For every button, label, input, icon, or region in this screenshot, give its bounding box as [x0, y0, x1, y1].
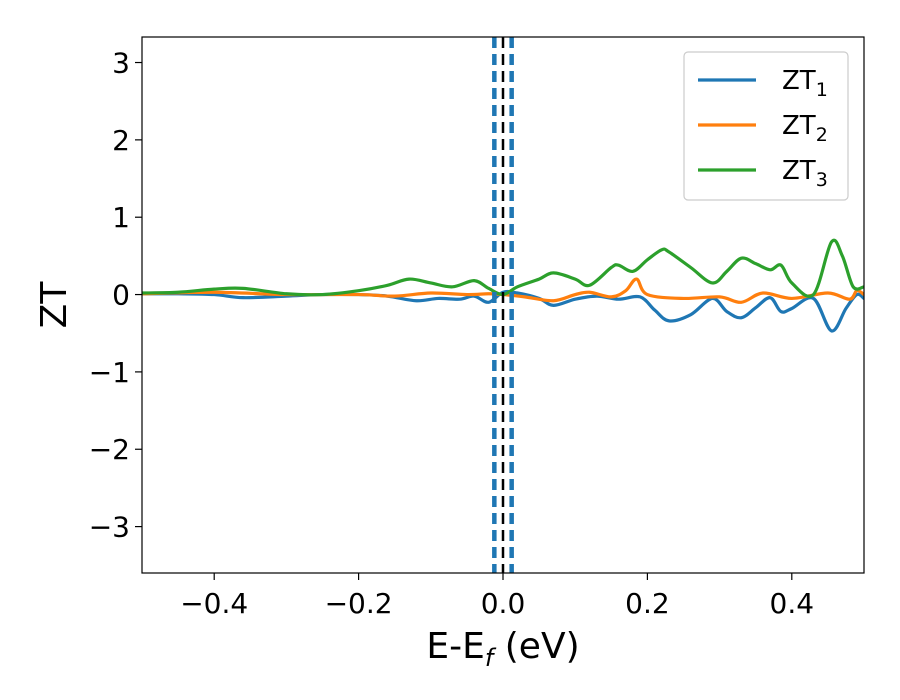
series-line-zt2: [142, 277, 864, 304]
y-tick-label: −1: [89, 356, 130, 389]
x-axis-label: E-Ef (eV): [426, 626, 579, 672]
y-axis-ticks: −3 −2 −1 0 1 2 3: [89, 47, 142, 544]
x-tick-label: −0.4: [180, 587, 248, 620]
legend-label-zt2: ZT2: [782, 111, 828, 146]
x-tick-label: −0.2: [325, 587, 393, 620]
y-tick-label: −3: [89, 511, 130, 544]
y-tick-label: 1: [112, 201, 130, 234]
legend-label-zt1: ZT1: [782, 66, 828, 101]
y-tick-label: 0: [112, 279, 130, 312]
y-axis-label: ZT: [34, 281, 75, 329]
y-tick-label: 3: [112, 47, 130, 80]
y-tick-label: 2: [112, 124, 130, 157]
series-group: [142, 238, 864, 333]
vertical-reference-lines: [492, 37, 514, 573]
x-tick-label: 0.2: [625, 587, 670, 620]
series-line-zt3: [142, 238, 864, 298]
legend-label-zt3: ZT3: [782, 156, 828, 191]
y-tick-label: −2: [89, 433, 130, 466]
x-tick-label: 0.4: [770, 587, 815, 620]
x-axis-label-unit: (eV): [493, 626, 579, 667]
legend: ZT1 ZT2 ZT3: [683, 51, 849, 201]
x-tick-label: 0.0: [481, 587, 526, 620]
x-axis-ticks: −0.4 −0.2 0.0 0.2 0.4: [180, 573, 814, 620]
legend-box: [683, 51, 849, 201]
